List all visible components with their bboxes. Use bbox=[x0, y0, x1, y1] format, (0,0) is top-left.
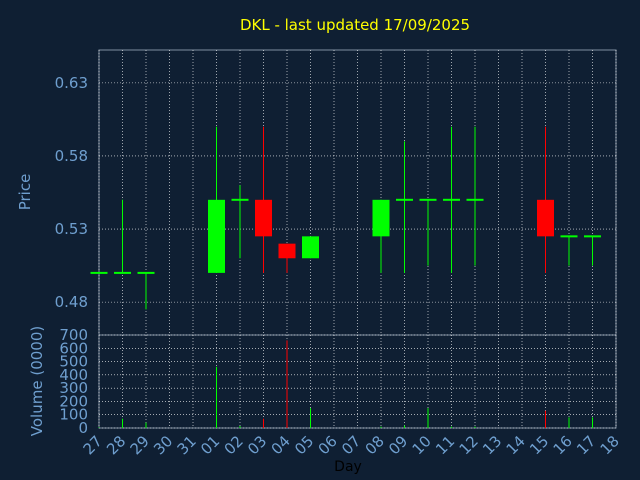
candle-body bbox=[396, 198, 413, 201]
x-tick-label: 05 bbox=[291, 432, 317, 458]
volume-tick-label: 700 bbox=[59, 326, 88, 344]
candle-body bbox=[419, 198, 437, 201]
x-tick-label: 08 bbox=[362, 432, 388, 458]
volume-axis-label: Volume (0000) bbox=[28, 326, 46, 436]
candle-body bbox=[208, 199, 225, 273]
candle-body bbox=[537, 199, 554, 237]
price-tick-label: 0.48 bbox=[55, 293, 88, 311]
candle-body bbox=[372, 199, 390, 237]
price-tick-label: 0.53 bbox=[55, 220, 88, 238]
volume-tick-label: 600 bbox=[59, 339, 88, 357]
candle-body bbox=[278, 243, 296, 259]
x-tick-label: 16 bbox=[550, 432, 576, 458]
candle-body bbox=[584, 235, 601, 238]
price-tick-label: 0.58 bbox=[55, 147, 88, 165]
volume-tick-label: 0 bbox=[78, 419, 88, 437]
x-tick-label: 29 bbox=[127, 432, 153, 458]
price-panel: 0.48 0.53 0.58 0.63 bbox=[55, 49, 617, 336]
x-tick-label: 03 bbox=[244, 432, 270, 458]
x-tick-label: 31 bbox=[174, 432, 200, 458]
x-tick-label: 01 bbox=[197, 432, 223, 458]
candle-body bbox=[137, 271, 155, 274]
x-tick-label: 07 bbox=[338, 432, 364, 458]
x-tick-label: 02 bbox=[221, 432, 247, 458]
candle-body bbox=[466, 198, 484, 201]
x-tick-label: 14 bbox=[503, 432, 529, 458]
candle-body bbox=[231, 198, 249, 201]
x-tick-label: 15 bbox=[526, 432, 552, 458]
chart-title: DKL - last updated 17/09/2025 bbox=[240, 16, 470, 34]
x-tick-label: 12 bbox=[456, 432, 482, 458]
x-tick-label: 06 bbox=[315, 432, 341, 458]
x-tick-label: 10 bbox=[409, 432, 435, 458]
candle-body bbox=[302, 236, 319, 259]
volume-tick-label: 400 bbox=[59, 366, 88, 384]
price-axis-label: Price bbox=[16, 174, 34, 211]
x-tick-label: 17 bbox=[573, 432, 599, 458]
candle-body bbox=[255, 199, 272, 237]
price-tick-label: 0.63 bbox=[55, 74, 88, 92]
x-tick-label: 11 bbox=[432, 432, 458, 458]
volume-tick-label: 100 bbox=[59, 406, 88, 424]
x-axis: 2728293031010203040506070809101112131415… bbox=[80, 432, 623, 458]
x-tick-label: 04 bbox=[268, 432, 294, 458]
candle-body bbox=[90, 271, 108, 274]
volume-tick-label: 300 bbox=[59, 379, 88, 397]
x-tick-label: 09 bbox=[385, 432, 411, 458]
x-tick-label: 18 bbox=[597, 432, 623, 458]
volume-tick-label: 200 bbox=[59, 392, 88, 410]
x-axis-label: Day bbox=[334, 459, 362, 475]
candle-body bbox=[443, 198, 460, 201]
x-tick-label: 30 bbox=[150, 432, 176, 458]
x-tick-label: 28 bbox=[103, 432, 129, 458]
volume-frame bbox=[98, 334, 617, 429]
candle-body bbox=[114, 271, 131, 274]
volume-tick-label: 500 bbox=[59, 353, 88, 371]
x-tick-label: 13 bbox=[479, 432, 505, 458]
candle-body bbox=[560, 235, 578, 238]
